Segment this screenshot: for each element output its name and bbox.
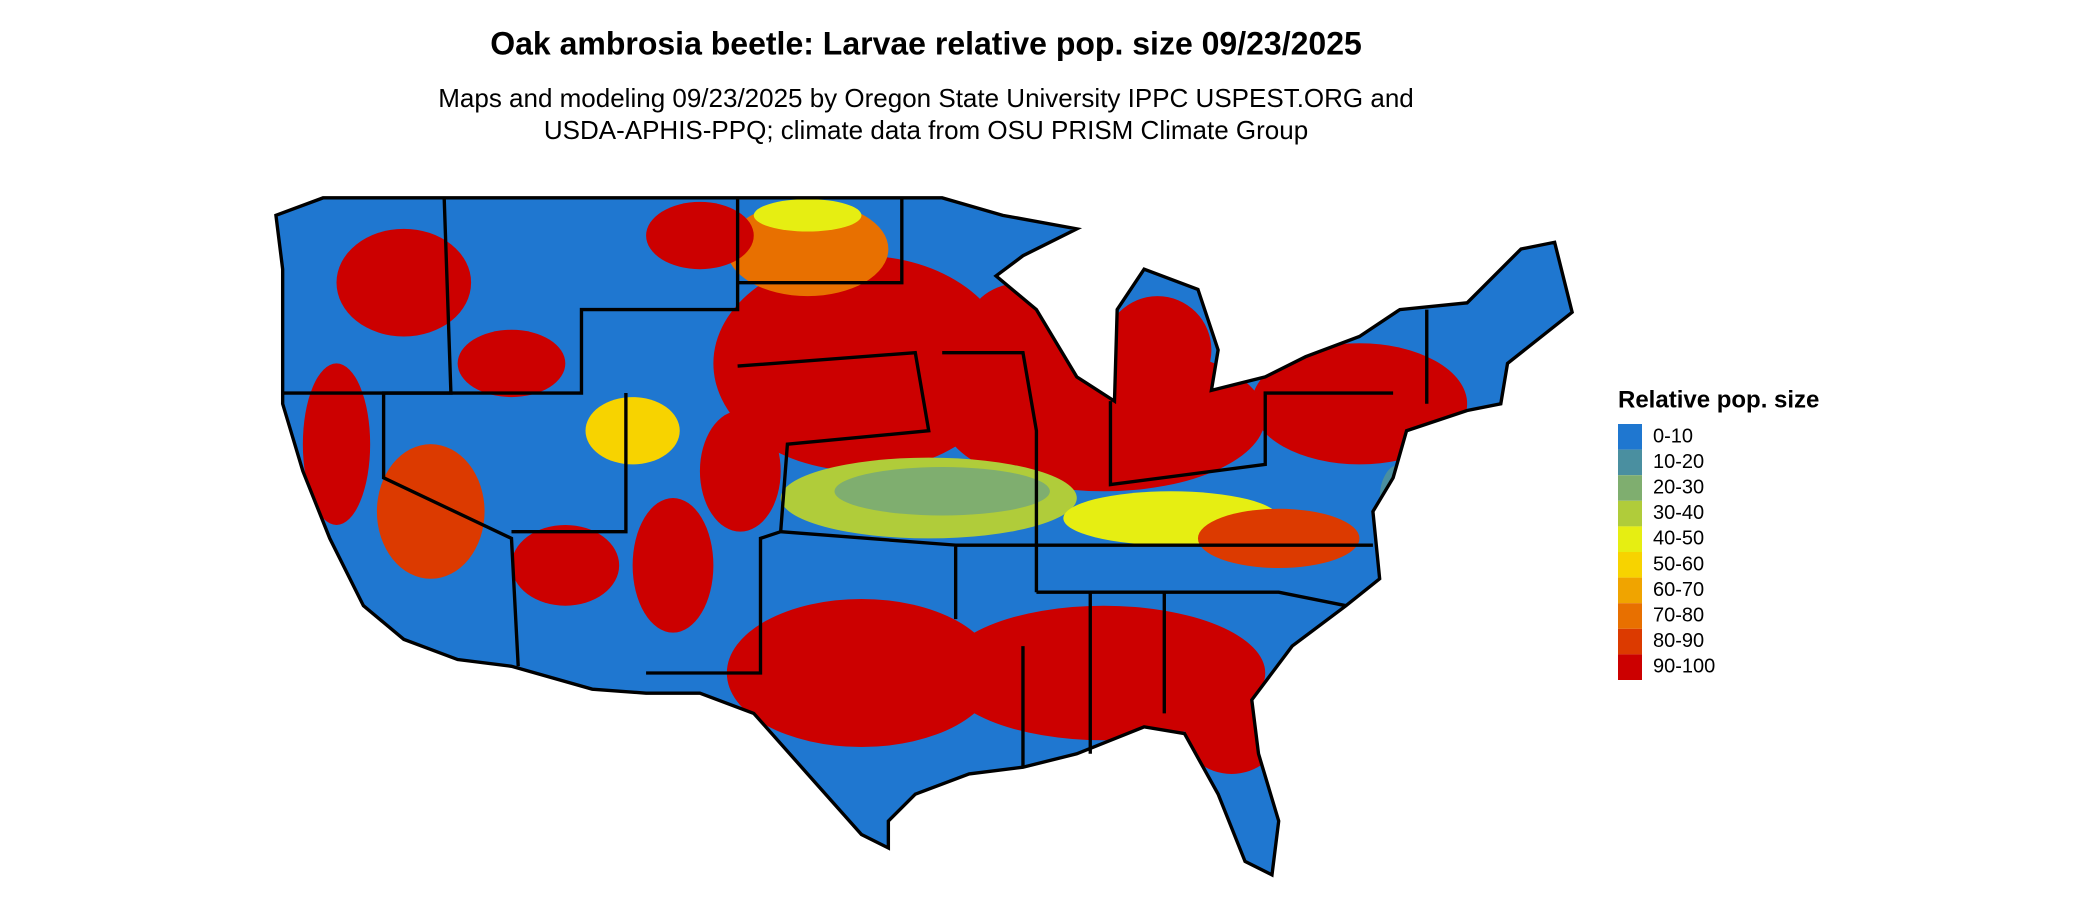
legend-swatch (1618, 577, 1642, 604)
legend-swatch (1618, 552, 1642, 578)
us-map (274, 196, 1575, 878)
legend-swatch (1618, 500, 1642, 527)
legend-label: 50-60 (1653, 553, 1704, 575)
map-raster (275, 197, 1573, 875)
legend-swatch (1618, 654, 1642, 680)
legend-swatch (1618, 424, 1642, 450)
map-subtitle: Maps and modeling 09/23/2025 by Oregon S… (438, 83, 1414, 113)
legend: 0-10 10-20 20-30 30-40 40-50 50-60 60-70 70-80 8… (1618, 424, 1715, 680)
legend-swatch (1618, 603, 1642, 629)
legend-title: Relative pop. size (1618, 386, 1819, 413)
legend-label: 30-40 (1653, 502, 1704, 524)
legend-label: 20-30 (1653, 476, 1704, 498)
map-title: Oak ambrosia beetle: Larvae relative pop… (490, 25, 1362, 61)
legend-swatch (1618, 628, 1642, 655)
state-borders (274, 196, 1575, 878)
map-subtitle: USDA-APHIS-PPQ; climate data from OSU PR… (544, 115, 1308, 145)
legend-swatch (1618, 449, 1642, 476)
legend-label: 90-100 (1653, 656, 1715, 678)
legend-label: 70-80 (1653, 604, 1704, 626)
legend-label: 0-10 (1653, 425, 1693, 447)
legend-label: 40-50 (1653, 528, 1704, 550)
legend-label: 10-20 (1653, 451, 1704, 473)
legend-swatch (1618, 475, 1642, 501)
legend-label: 80-90 (1653, 630, 1704, 652)
legend-label: 60-70 (1653, 579, 1704, 601)
legend-swatch (1618, 526, 1642, 552)
